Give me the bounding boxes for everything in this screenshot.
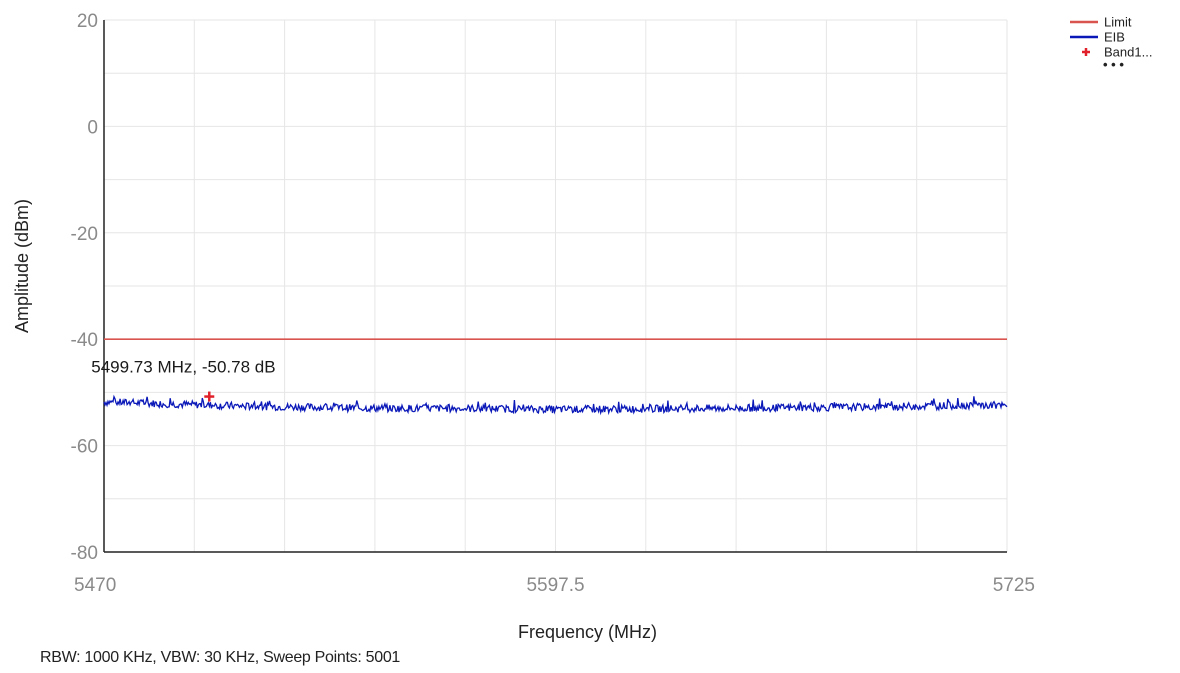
y-axis-title: Amplitude (dBm) [12,199,32,333]
grid [103,19,1008,553]
y-tick-label: -60 [71,437,98,458]
marker-point[interactable] [204,391,215,402]
legend-more-button[interactable]: • • • [1103,57,1124,72]
y-tick-labels: 20 0 -20 -40 -60 -80 [71,11,98,564]
series-line-eib [103,394,1008,416]
sweep-settings-text: RBW: 1000 KHz, VBW: 30 KHz, Sweep Points… [40,649,401,666]
y-tick-label: -80 [71,543,98,564]
legend-label: Band1... [1104,45,1152,60]
x-axis-title: Frequency (MHz) [518,622,657,642]
marker-annotation: 5499.73 MHz, -50.78 dB [91,358,275,377]
y-tick-label: 0 [87,117,98,138]
legend-item[interactable]: EIB [1070,30,1125,45]
y-tick-label: 20 [77,11,98,32]
series-group [103,338,1008,416]
axes [103,20,1007,553]
x-tick-label: 5725 [993,575,1035,596]
x-tick-labels: 5470 5597.5 5725 [74,575,1035,596]
y-tick-label: -20 [71,224,98,245]
annotations: 5499.73 MHz, -50.78 dB [91,358,275,377]
legend-item[interactable]: Limit [1070,15,1132,30]
legend-label: Limit [1104,15,1132,30]
legend-label: EIB [1104,30,1125,45]
x-tick-label: 5470 [74,575,116,596]
x-tick-label: 5597.5 [526,575,584,596]
y-tick-label: -40 [71,330,98,351]
legend-item[interactable]: Band1... [1082,45,1152,60]
